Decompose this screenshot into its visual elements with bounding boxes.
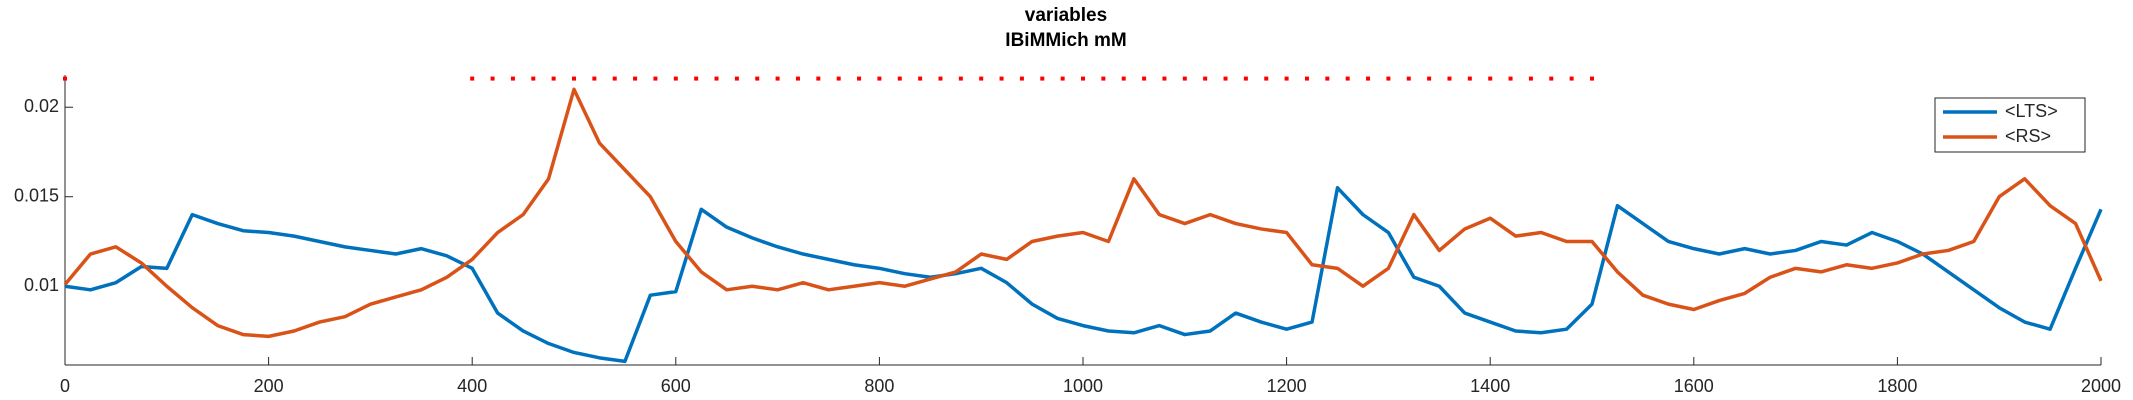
event-marker [470,76,475,81]
event-marker [1121,76,1126,81]
x-tick-label: 1800 [1877,376,1917,396]
y-tick-label: 0.015 [14,185,59,205]
event-marker [1386,76,1391,81]
event-marker [510,76,515,81]
event-marker [755,76,760,81]
event-marker [714,76,719,81]
series-line [63,87,2103,339]
event-marker [958,76,963,81]
event-marker [1549,76,1554,81]
event-marker [612,76,617,81]
event-marker [1162,76,1167,81]
event-marker [1264,76,1269,81]
event-marker [1243,76,1248,81]
event-marker [1427,76,1432,81]
event-marker [531,76,536,81]
chart-subtitle: IBiMMich mM [1005,30,1126,51]
event-marker [979,76,984,81]
event-marker [1203,76,1208,81]
event-marker [1304,76,1309,81]
event-marker [999,76,1004,81]
y-tick-label: 0.01 [24,275,59,295]
event-marker [816,76,821,81]
x-tick-label: 800 [864,376,894,396]
event-marker [938,76,943,81]
event-marker [1345,76,1350,81]
event-marker [795,76,800,81]
event-marker [1569,76,1574,81]
event-marker [1060,76,1065,81]
event-marker [897,76,902,81]
event-marker [653,76,658,81]
event-marker [1447,76,1452,81]
event-marker [633,76,638,81]
event-marker [1142,76,1147,81]
x-tick-label: 1400 [1470,376,1510,396]
event-marker [1590,76,1594,81]
event-marker [1467,76,1472,81]
x-tick-label: 400 [457,376,487,396]
legend-label: <RS> [2005,126,2051,146]
series-line [64,186,2103,364]
event-marker [63,76,67,81]
event-marker [1223,76,1228,81]
event-marker [1101,76,1106,81]
event-marker [490,76,495,81]
event-marker [877,76,882,81]
event-marker [694,76,699,81]
event-marker [1081,76,1085,81]
x-tick-label: 200 [254,376,284,396]
event-marker [1182,76,1187,81]
event-marker [1508,76,1513,81]
event-marker [1488,76,1493,81]
event-marker [1528,76,1533,81]
event-marker [857,76,862,81]
x-tick-label: 2000 [2081,376,2121,396]
event-marker [734,76,739,81]
event-marker [1284,76,1289,81]
event-marker [1040,76,1045,81]
chart-title: variables [1025,5,1107,26]
x-tick-label: 600 [661,376,691,396]
event-marker [551,76,556,81]
event-marker [1406,76,1411,81]
event-marker [1366,76,1371,81]
event-marker [836,76,841,81]
event-marker [775,76,780,81]
event-marker [1019,76,1024,81]
legend-box [1934,97,2086,153]
event-marker [918,76,923,81]
event-marker [673,76,678,81]
event-marker [1325,76,1330,81]
x-tick-label: 0 [60,376,70,396]
y-tick-label: 0.02 [24,96,59,116]
x-tick-label: 1600 [1674,376,1714,396]
event-marker [592,76,597,81]
x-tick-label: 1000 [1063,376,1103,396]
event-marker [572,76,576,81]
x-tick-label: 1200 [1267,376,1307,396]
legend-label: <LTS> [2005,101,2058,121]
